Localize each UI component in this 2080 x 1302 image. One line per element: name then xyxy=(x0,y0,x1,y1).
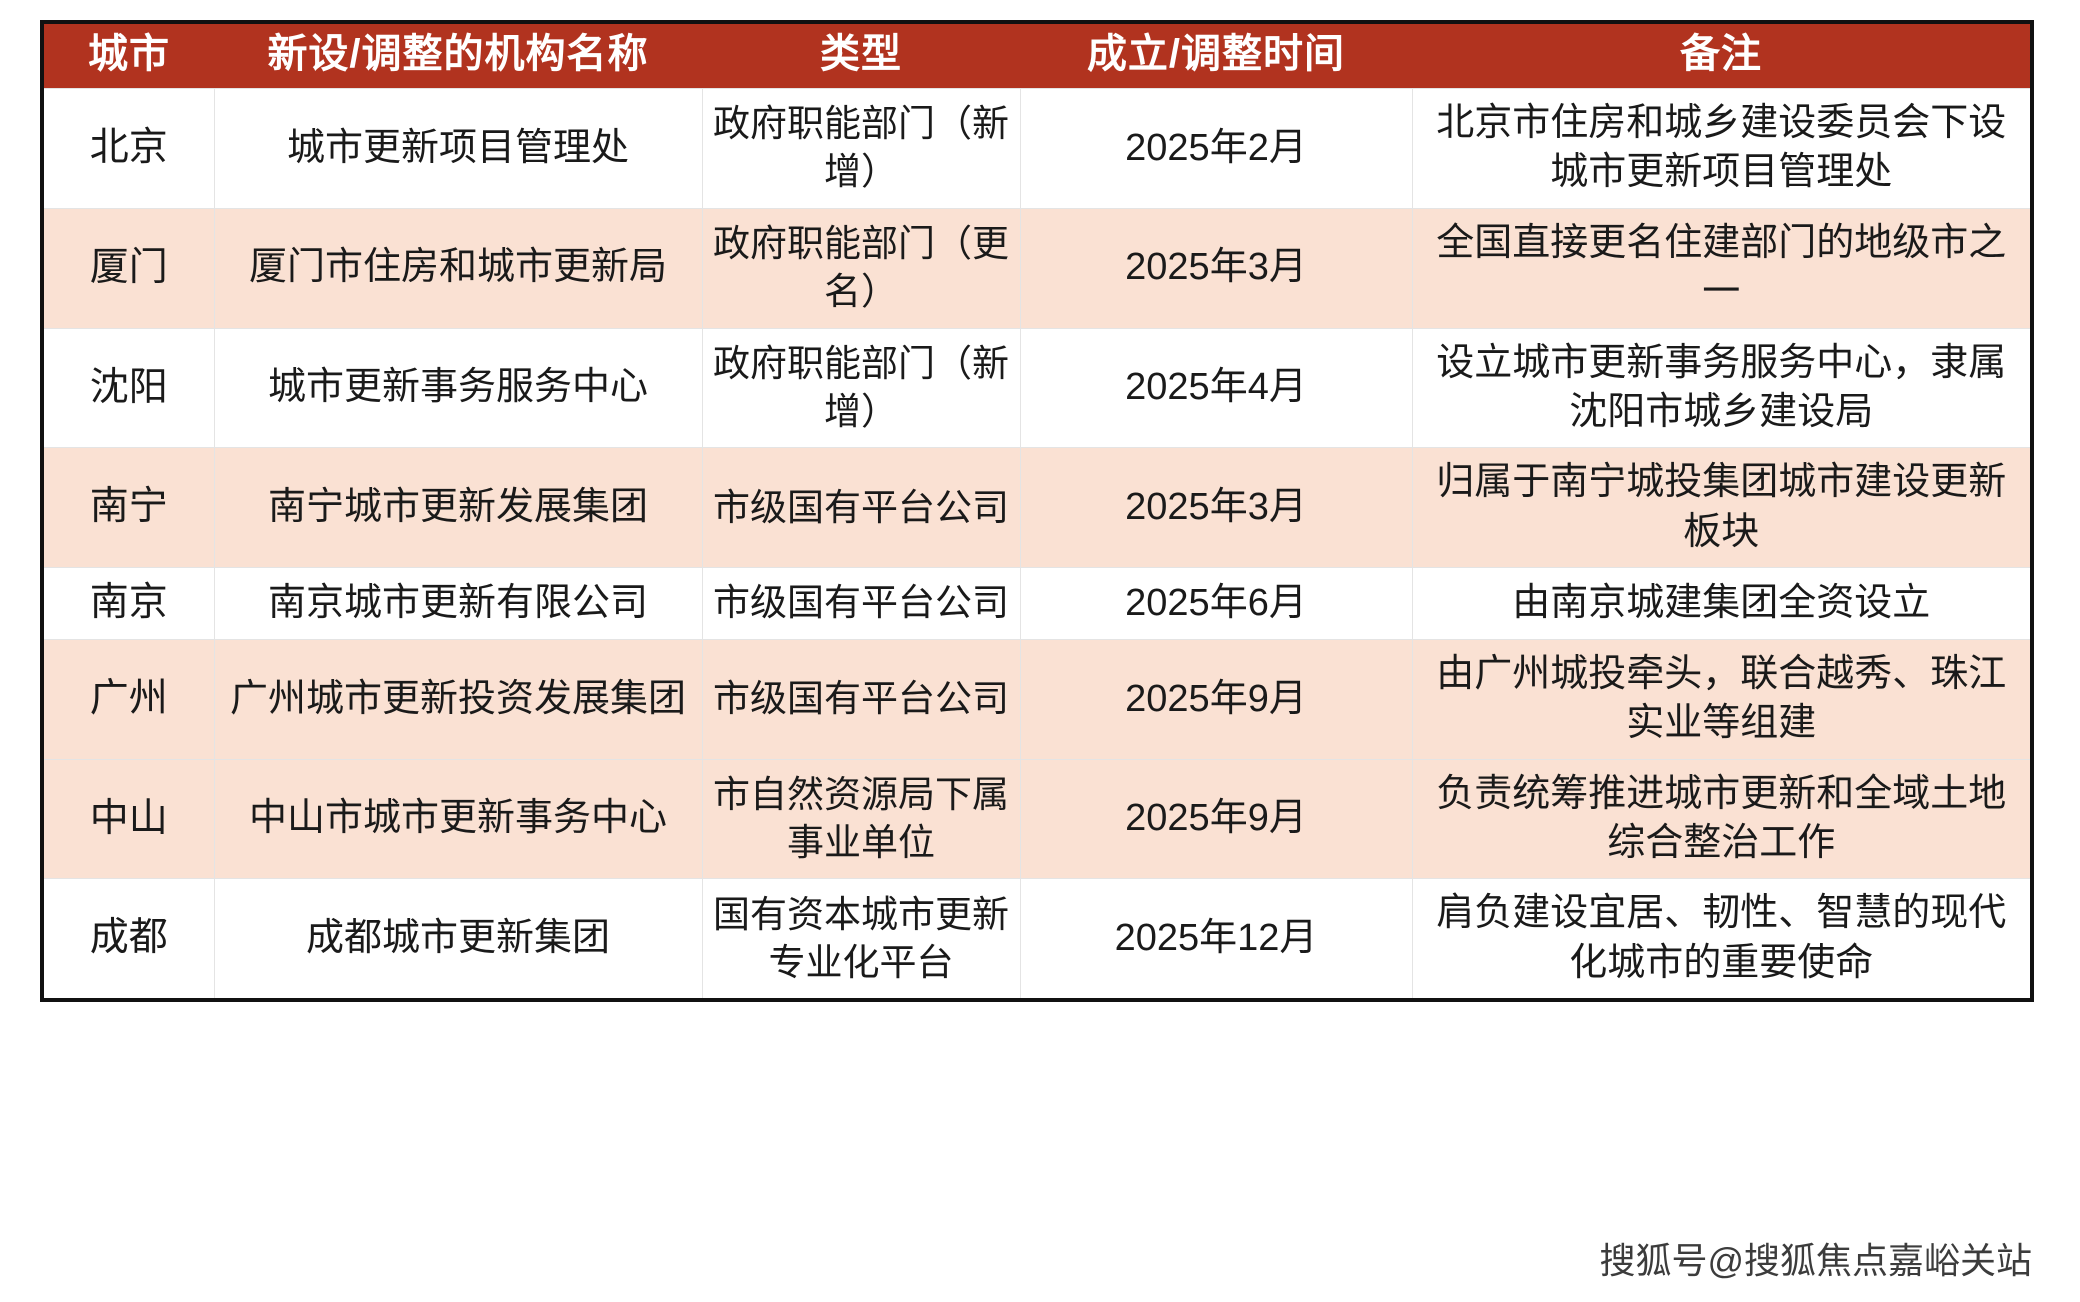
cell-type: 国有资本城市更新专业化平台 xyxy=(701,878,1021,1001)
cell-city: 厦门 xyxy=(42,207,215,329)
cell-org: 城市更新项目管理处 xyxy=(213,88,703,209)
cell-city: 中山 xyxy=(42,758,215,880)
cell-remark: 设立城市更新事务服务中心，隶属沈阳市城乡建设局 xyxy=(1411,327,2032,449)
table-row: 南宁 南宁城市更新发展集团 市级国有平台公司 2025年3月 归属于南宁城投集团… xyxy=(42,447,2032,569)
cell-org: 南京城市更新有限公司 xyxy=(213,567,703,640)
cell-type: 政府职能部门（新增） xyxy=(701,88,1021,209)
cell-type: 市级国有平台公司 xyxy=(701,447,1021,569)
table-header-row: 城市 新设/调整的机构名称 类型 成立/调整时间 备注 xyxy=(42,22,2032,89)
cell-remark: 由南京城建集团全资设立 xyxy=(1411,567,2032,640)
cell-remark: 负责统筹推进城市更新和全域土地综合整治工作 xyxy=(1411,758,2032,880)
cell-org: 广州城市更新投资发展集团 xyxy=(213,638,703,760)
cell-city: 南京 xyxy=(42,567,215,640)
cell-type: 政府职能部门（新增） xyxy=(701,327,1021,449)
cell-remark: 北京市住房和城乡建设委员会下设城市更新项目管理处 xyxy=(1411,88,2032,209)
cell-city: 南宁 xyxy=(42,447,215,569)
cell-date: 2025年4月 xyxy=(1019,327,1413,449)
table-row: 中山 中山市城市更新事务中心 市自然资源局下属事业单位 2025年9月 负责统筹… xyxy=(42,758,2032,880)
cell-org: 中山市城市更新事务中心 xyxy=(213,758,703,880)
cell-type: 市级国有平台公司 xyxy=(701,567,1021,640)
cell-remark: 归属于南宁城投集团城市建设更新板块 xyxy=(1411,447,2032,569)
footer-credit: 搜狐号@搜狐焦点嘉峪关站 xyxy=(1599,1240,2032,1281)
table-row: 沈阳 城市更新事务服务中心 政府职能部门（新增） 2025年4月 设立城市更新事… xyxy=(42,327,2032,449)
city-renewal-table: 城市 新设/调整的机构名称 类型 成立/调整时间 备注 北京 城市更新项目管理处… xyxy=(40,20,2034,1003)
cell-date: 2025年6月 xyxy=(1019,567,1413,640)
table-row: 广州 广州城市更新投资发展集团 市级国有平台公司 2025年9月 由广州城投牵头… xyxy=(42,638,2032,760)
cell-type: 市级国有平台公司 xyxy=(701,638,1021,760)
column-header-type: 类型 xyxy=(702,22,1020,89)
cell-remark: 由广州城投牵头，联合越秀、珠江实业等组建 xyxy=(1411,638,2032,760)
cell-org: 成都城市更新集团 xyxy=(213,878,703,1001)
cell-date: 2025年9月 xyxy=(1019,758,1413,880)
cell-type: 市自然资源局下属事业单位 xyxy=(701,758,1021,880)
cell-date: 2025年12月 xyxy=(1019,878,1413,1001)
table-body: 北京 城市更新项目管理处 政府职能部门（新增） 2025年2月 北京市住房和城乡… xyxy=(42,88,2032,1001)
cell-org: 城市更新事务服务中心 xyxy=(213,327,703,449)
cell-type: 政府职能部门（更名） xyxy=(701,207,1021,329)
column-header-org: 新设/调整的机构名称 xyxy=(214,22,702,89)
table-row: 厦门 厦门市住房和城市更新局 政府职能部门（更名） 2025年3月 全国直接更名… xyxy=(42,207,2032,329)
column-header-remark: 备注 xyxy=(1412,22,2032,89)
table-container: 城市 新设/调整的机构名称 类型 成立/调整时间 备注 北京 城市更新项目管理处… xyxy=(40,20,2034,1003)
cell-remark: 肩负建设宜居、韧性、智慧的现代化城市的重要使命 xyxy=(1411,878,2032,1001)
cell-city: 沈阳 xyxy=(42,327,215,449)
table-row: 成都 成都城市更新集团 国有资本城市更新专业化平台 2025年12月 肩负建设宜… xyxy=(42,878,2032,1001)
table-row: 南京 南京城市更新有限公司 市级国有平台公司 2025年6月 由南京城建集团全资… xyxy=(42,567,2032,640)
column-header-city: 城市 xyxy=(42,22,214,89)
cell-org: 南宁城市更新发展集团 xyxy=(213,447,703,569)
cell-city: 成都 xyxy=(42,878,215,1001)
cell-city: 广州 xyxy=(42,638,215,760)
cell-date: 2025年3月 xyxy=(1019,447,1413,569)
column-header-date: 成立/调整时间 xyxy=(1020,22,1412,89)
cell-remark: 全国直接更名住建部门的地级市之一 xyxy=(1411,207,2032,329)
cell-date: 2025年9月 xyxy=(1019,638,1413,760)
cell-org: 厦门市住房和城市更新局 xyxy=(213,207,703,329)
cell-date: 2025年3月 xyxy=(1019,207,1413,329)
table-row: 北京 城市更新项目管理处 政府职能部门（新增） 2025年2月 北京市住房和城乡… xyxy=(42,88,2032,209)
cell-date: 2025年2月 xyxy=(1019,88,1413,209)
table-header: 城市 新设/调整的机构名称 类型 成立/调整时间 备注 xyxy=(42,22,2032,89)
cell-city: 北京 xyxy=(42,88,215,209)
